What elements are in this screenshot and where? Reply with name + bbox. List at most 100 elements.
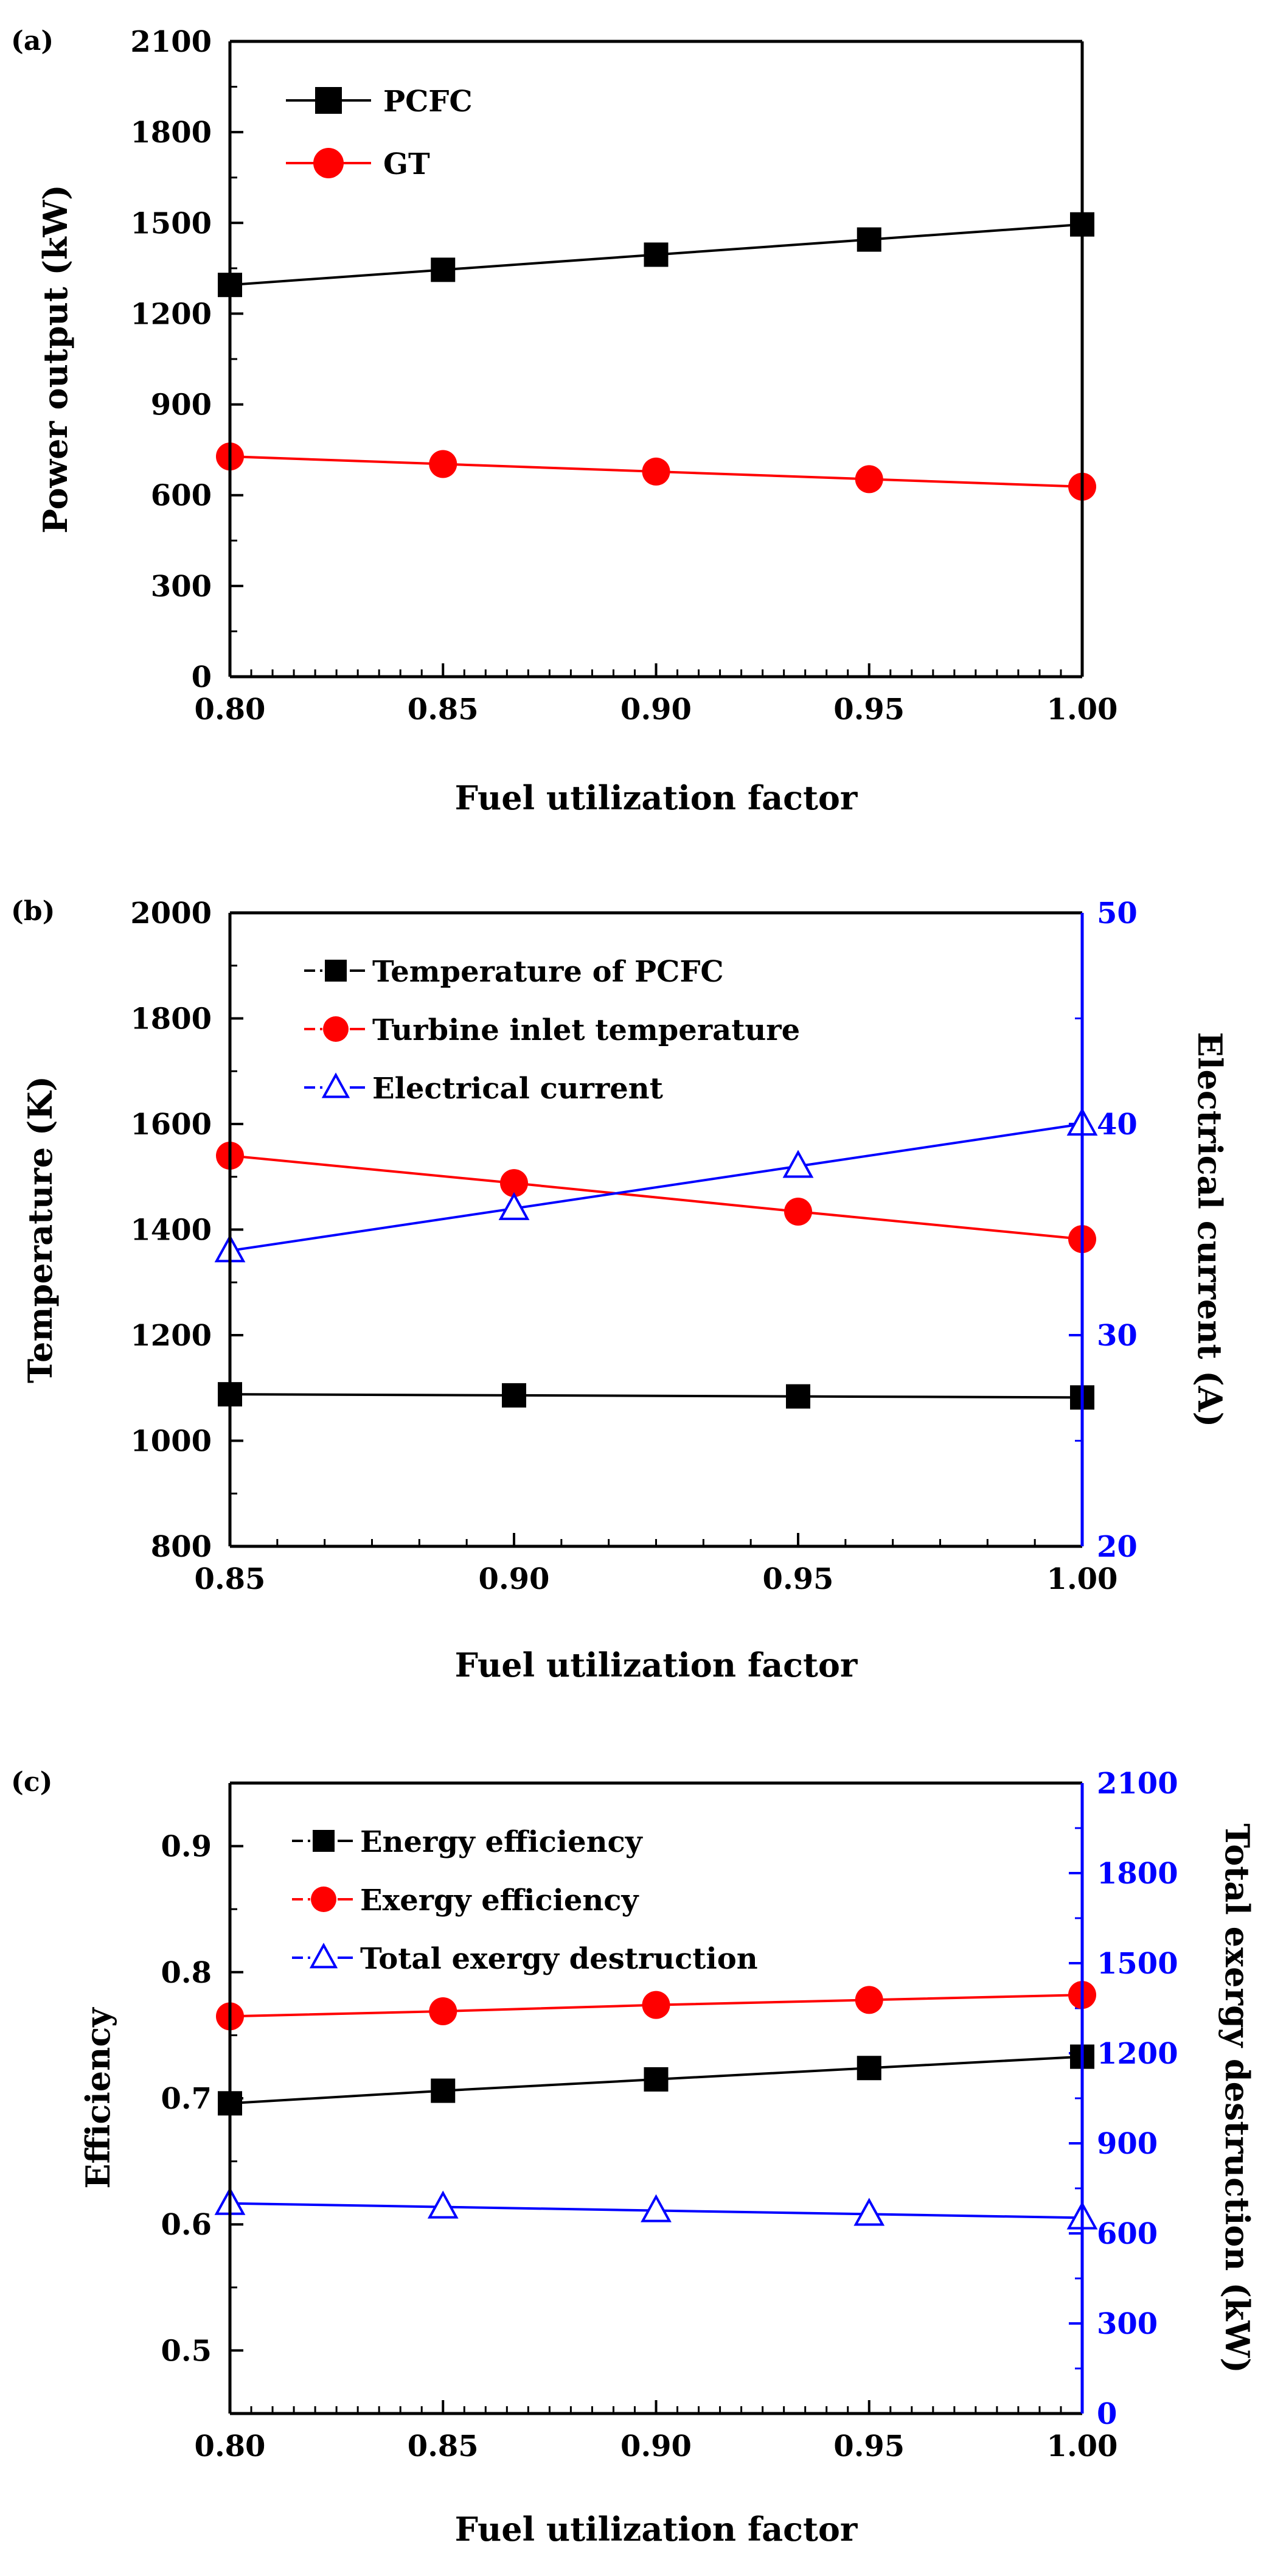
y-tick-label: 0.5 xyxy=(161,2334,212,2368)
data-point xyxy=(429,450,457,478)
x-axis-label: Fuel utilization factor xyxy=(455,1646,858,1684)
y2-tick-label: 600 xyxy=(1097,2217,1158,2251)
data-point xyxy=(644,242,669,267)
x-tick-label: 0.90 xyxy=(620,2429,692,2463)
x-tick-label: 0.85 xyxy=(408,2429,479,2463)
y-tick-label: 2000 xyxy=(130,896,212,930)
data-point xyxy=(500,1169,528,1198)
x-tick-label: 0.80 xyxy=(195,693,266,727)
y2-tick-label: 30 xyxy=(1097,1319,1138,1353)
y-tick-label: 1800 xyxy=(130,1002,212,1036)
data-point xyxy=(642,457,670,486)
y-tick-label: 1000 xyxy=(130,1425,212,1459)
y2-tick-label: 1800 xyxy=(1097,1857,1178,1891)
legend-label: Temperature of PCFC xyxy=(372,955,724,989)
y2-tick-label: 900 xyxy=(1097,2127,1158,2161)
data-point xyxy=(498,1192,530,1220)
legend-marker xyxy=(315,87,342,114)
x-tick-label: 1.00 xyxy=(1047,2429,1118,2463)
y-tick-label: 0.7 xyxy=(161,2082,212,2116)
series-electrical-current xyxy=(214,1108,1098,1263)
legend-label: Turbine inlet temperature xyxy=(372,1013,800,1047)
data-point xyxy=(641,2194,672,2222)
series-pcfc xyxy=(218,212,1094,298)
series-temperature-of-pcfc xyxy=(218,1382,1094,1410)
series-total-exergy-destruction xyxy=(214,2187,1098,2230)
y-tick-label: 1800 xyxy=(130,116,212,150)
x-tick-label: 0.90 xyxy=(620,693,692,727)
series-energy-efficiency xyxy=(218,2044,1094,2116)
y-tick-label: 600 xyxy=(151,479,212,513)
data-point xyxy=(784,1198,812,1226)
legend-label: Energy efficiency xyxy=(360,1825,644,1859)
data-point xyxy=(502,1383,526,1408)
y2-tick-label: 50 xyxy=(1097,896,1138,930)
legend-label: PCFC xyxy=(383,85,473,119)
data-point xyxy=(431,257,456,282)
chart-panel-b: (b) 0.85 0.90 0.95 1.00 800 1000 1200 1400 1600 18… xyxy=(11,896,1229,1684)
legend-label: GT xyxy=(383,147,430,181)
y2-tick-label: 0 xyxy=(1097,2397,1117,2431)
legend-label: Total exergy destruction xyxy=(360,1942,758,1976)
x-tick-label: 0.80 xyxy=(195,2429,266,2463)
chart-panel-c: (c)0.80 0.85 0.90 0.95 1.000.50.60.70.80.903… xyxy=(11,1767,1257,2549)
x-tick-label: 0.95 xyxy=(763,1562,834,1596)
data-point xyxy=(855,465,883,494)
y-tick-label: 1200 xyxy=(130,297,212,331)
y2-axis-label: Electrical current (A) xyxy=(1190,1032,1229,1427)
y-tick-label: 0.8 xyxy=(161,1956,212,1990)
y-axis-label: Power output (kW) xyxy=(36,184,75,533)
x-tick-label: 0.95 xyxy=(833,693,905,727)
chart-panel-a: (a) 0.80 0.85 0.90 0.95 1.00 0 300 600 900 1200 150… xyxy=(11,25,1117,817)
data-point xyxy=(427,2190,459,2219)
y-tick-label: 2100 xyxy=(130,25,212,59)
x-tick-label: 0.90 xyxy=(479,1562,550,1596)
data-point xyxy=(857,227,881,252)
y-axis-label: Efficiency xyxy=(78,2007,117,2189)
data-point xyxy=(857,2056,881,2081)
series-line xyxy=(229,1123,1083,1252)
legend-label: Electrical current xyxy=(372,1072,663,1106)
y2-tick-label: 40 xyxy=(1097,1108,1138,1142)
data-point xyxy=(786,1384,810,1409)
y-tick-label: 0.9 xyxy=(161,1830,212,1864)
y2-tick-label: 2100 xyxy=(1097,1767,1178,1801)
x-axis-label: Fuel utilization factor xyxy=(455,778,858,817)
y-tick-label: 300 xyxy=(151,570,212,604)
y-tick-label: 800 xyxy=(151,1530,212,1564)
series-turbine-inlet-temperature xyxy=(216,1142,1096,1254)
y2-tick-label: 1200 xyxy=(1097,2037,1178,2071)
x-tick-label: 0.95 xyxy=(833,2429,905,2463)
legend: Temperature of PCFC Turbine inlet tempera… xyxy=(304,955,800,1106)
legend: Energy efficiency Exergy efficiency Total … xyxy=(292,1825,758,1976)
y-tick-label: 1400 xyxy=(130,1213,212,1248)
y2-axis-label: Total exergy destruction (kW) xyxy=(1218,1823,1257,2373)
legend-label: Exergy efficiency xyxy=(360,1883,639,1918)
panel-label: (c) xyxy=(11,1767,52,1798)
legend-marker xyxy=(311,1887,336,1912)
data-point xyxy=(782,1150,814,1178)
legend-marker xyxy=(313,1830,335,1852)
series-gt xyxy=(216,442,1096,501)
legend-marker xyxy=(321,1072,350,1098)
y-tick-label: 1200 xyxy=(130,1319,212,1353)
y2-tick-label: 1500 xyxy=(1097,1947,1178,1981)
y-tick-label: 900 xyxy=(151,388,212,422)
x-tick-label: 1.00 xyxy=(1047,1562,1118,1596)
y2-tick-label: 300 xyxy=(1097,2307,1158,2341)
legend-marker xyxy=(323,1016,349,1042)
x-axis-label: Fuel utilization factor xyxy=(455,2510,858,2549)
y-tick-label: 0.6 xyxy=(161,2208,212,2242)
series-exergy-efficiency xyxy=(216,1981,1096,2031)
data-point xyxy=(431,2078,456,2103)
series-line xyxy=(229,1393,1083,1399)
y-tick-label: 1500 xyxy=(130,206,212,240)
y-axis-label: Temperature (K) xyxy=(21,1076,60,1383)
data-point xyxy=(429,1997,457,2026)
legend-marker xyxy=(325,960,347,982)
y2-tick-label: 20 xyxy=(1097,1530,1138,1564)
series-line xyxy=(229,1154,1083,1241)
legend-marker xyxy=(309,1942,338,1969)
x-tick-label: 1.00 xyxy=(1047,693,1118,727)
